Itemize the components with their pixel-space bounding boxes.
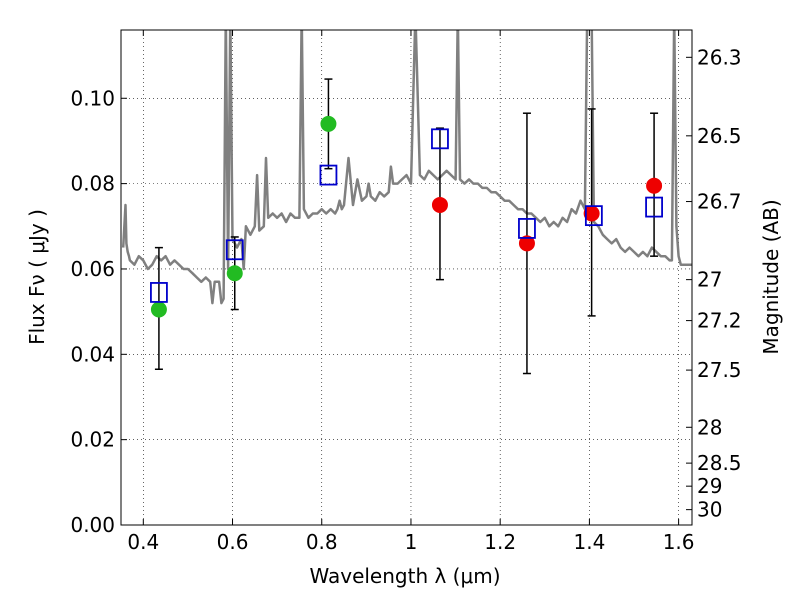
x-tick-label: 0.4 [127, 530, 159, 554]
x-tick-label: 0.6 [217, 530, 249, 554]
y-axis-left: 0.00 0.02 0.04 0.06 0.08 0.10 [70, 86, 127, 537]
y-tick-label: 0.08 [70, 172, 115, 196]
model-square-marker [584, 205, 603, 227]
y2-tick-label: 27.2 [697, 309, 742, 333]
plot-area [121, 30, 692, 375]
observed-point [518, 235, 535, 252]
x-tick-label: 1.6 [663, 530, 695, 554]
model-square-marker [518, 218, 536, 239]
y2-tick-label: 27 [697, 268, 722, 292]
model-square-marker [319, 164, 338, 186]
observed-point [226, 265, 243, 282]
y2-tick-label: 27.5 [697, 358, 742, 382]
observed-point [431, 196, 448, 213]
y2-tick-label: 29 [697, 474, 722, 498]
plot-frame [120, 29, 693, 526]
x-axis-title: Wavelength λ (μm) [309, 564, 500, 588]
y2-tick-label: 28 [697, 415, 722, 439]
observed-point [646, 177, 663, 194]
y2-tick-label: 26.5 [697, 124, 742, 148]
grid-lines [121, 30, 692, 526]
y2-tick-label: 30 [697, 498, 722, 522]
y-tick-label: 0.04 [70, 342, 115, 366]
x-tick-label: 1.4 [573, 530, 605, 554]
model-square-marker [645, 196, 663, 218]
model-square-marker [150, 282, 168, 303]
plot-content [121, 30, 692, 375]
y-tick-label: 0.06 [70, 257, 115, 281]
y-tick-label: 0.02 [70, 428, 115, 452]
observed-point [150, 301, 167, 318]
y2-tick-label: 26.7 [697, 190, 742, 214]
model-square-marker [431, 128, 449, 150]
y-axis-title: Flux Fν ( μJy ) [25, 209, 49, 345]
x-tick-label: 0.8 [306, 530, 338, 554]
x-tick-label: 1.2 [484, 530, 516, 554]
y2-tick-label: 26.3 [697, 45, 742, 69]
x-axis: 0.4 0.6 0.8 1 1.2 1.4 1.6 [127, 30, 695, 554]
spectrum-line [121, 30, 692, 305]
model-square-marker [225, 239, 244, 261]
y-tick-label: 0.10 [70, 86, 115, 110]
observed-point [320, 115, 337, 132]
y2-tick-label: 28.5 [697, 451, 742, 475]
y2-axis-title: Magnitude (AB) [759, 199, 783, 354]
y-tick-label: 0.00 [70, 513, 115, 537]
x-tick-label: 1 [405, 530, 418, 554]
